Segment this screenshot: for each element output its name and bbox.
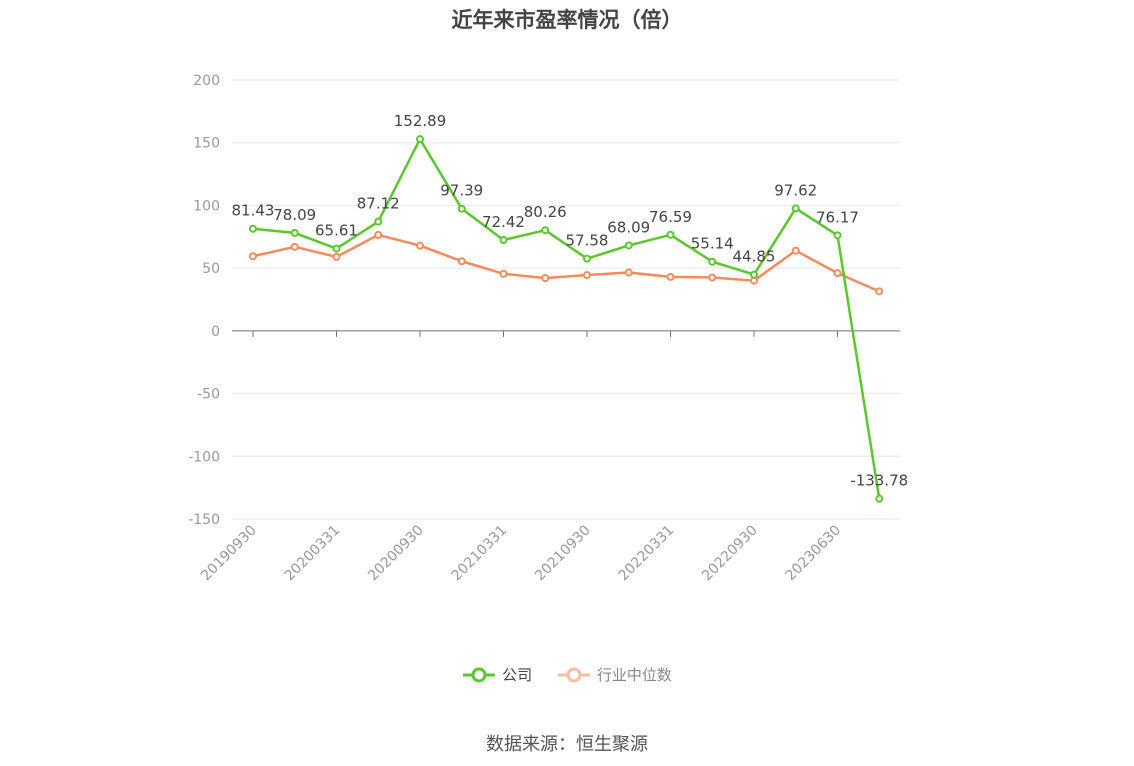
y-tick-label: 100 (193, 198, 220, 214)
x-tick-label: 20220930 (699, 522, 761, 584)
series-1-point (290, 242, 299, 251)
y-tick-label: 200 (193, 73, 220, 89)
series-0-point (332, 244, 341, 253)
data-label: 65.61 (315, 222, 358, 240)
data-label: 57.58 (566, 232, 609, 250)
x-tick-label: 20230630 (783, 522, 845, 584)
y-tick-label: -50 (197, 387, 220, 403)
series-1-point (332, 252, 341, 261)
data-label: 44.85 (733, 248, 776, 266)
series-0-point (708, 257, 717, 266)
data-label: 97.62 (774, 181, 817, 199)
x-tick-label: 20190930 (198, 522, 260, 584)
legend: 公司 行业中位数 (0, 664, 1134, 688)
x-tick-label: 20200930 (365, 522, 427, 584)
series-0-point (624, 241, 633, 250)
series-1-point (833, 269, 842, 278)
legend-company-label: 公司 (502, 666, 533, 684)
series-1-point (583, 271, 591, 280)
data-label: 68.09 (607, 218, 650, 236)
data-label: 76.17 (816, 208, 859, 226)
y-tick-label: -150 (188, 512, 220, 528)
data-label: -133.78 (850, 472, 908, 490)
series-0-point (791, 204, 800, 213)
data-label: 76.59 (649, 208, 692, 226)
series-1-point (666, 272, 675, 281)
legend-industry-line-icon (557, 667, 590, 682)
series-0-point (499, 236, 508, 245)
series-1-point (499, 269, 508, 278)
legend-industry-label: 行业中位数 (596, 666, 672, 684)
series-0-point (374, 217, 383, 226)
series-0-point (416, 135, 424, 144)
data-label: 80.26 (524, 203, 567, 221)
series-1-point (374, 230, 383, 239)
series-0-point (290, 228, 299, 237)
data-label: 97.39 (440, 182, 483, 200)
series-line-0 (252, 137, 881, 499)
series-layer (249, 135, 884, 503)
series-0-point (541, 226, 550, 235)
y-tick-label: 150 (193, 136, 220, 152)
y-tick-label: 50 (202, 261, 220, 277)
y-tick-label: 0 (211, 324, 220, 340)
series-1-point (249, 252, 257, 261)
x-tick-label: 20210331 (449, 522, 511, 584)
data-label: 152.89 (394, 112, 447, 130)
data-label: 55.14 (691, 235, 734, 253)
data-label: 78.09 (273, 206, 316, 224)
x-tick-label: 20220331 (616, 522, 678, 584)
series-0-point (249, 224, 257, 233)
series-1-point (875, 287, 884, 296)
data-label: 72.42 (482, 213, 525, 231)
series-1-point (541, 274, 550, 283)
data-label: 81.43 (232, 202, 275, 220)
series-1-point (457, 257, 466, 266)
y-tick-label: -100 (188, 449, 220, 465)
series-0-point (750, 270, 758, 279)
series-0-point (666, 230, 675, 239)
x-tick-label: 20200331 (282, 522, 344, 584)
x-tick-label: 20210930 (532, 522, 594, 584)
series-1-point (624, 268, 633, 277)
series-line-1 (252, 233, 880, 293)
series-0-point (457, 204, 466, 213)
grid-layer (232, 79, 900, 520)
chart-title: 近年来市盈率情况（倍） (451, 8, 683, 32)
series-1-point (708, 273, 717, 282)
series-0-point (875, 494, 884, 503)
series-1-point (791, 246, 800, 255)
legend-company-line-icon (463, 667, 496, 682)
series-1-point (416, 241, 424, 250)
series-0-point (583, 254, 591, 263)
data-label: 87.12 (357, 195, 400, 213)
legend-item-industry[interactable]: 行业中位数 (557, 664, 672, 685)
series-0-point (833, 231, 842, 240)
legend-item-company[interactable]: 公司 (462, 664, 532, 685)
source-note: 数据来源：恒生聚源 (486, 734, 648, 755)
